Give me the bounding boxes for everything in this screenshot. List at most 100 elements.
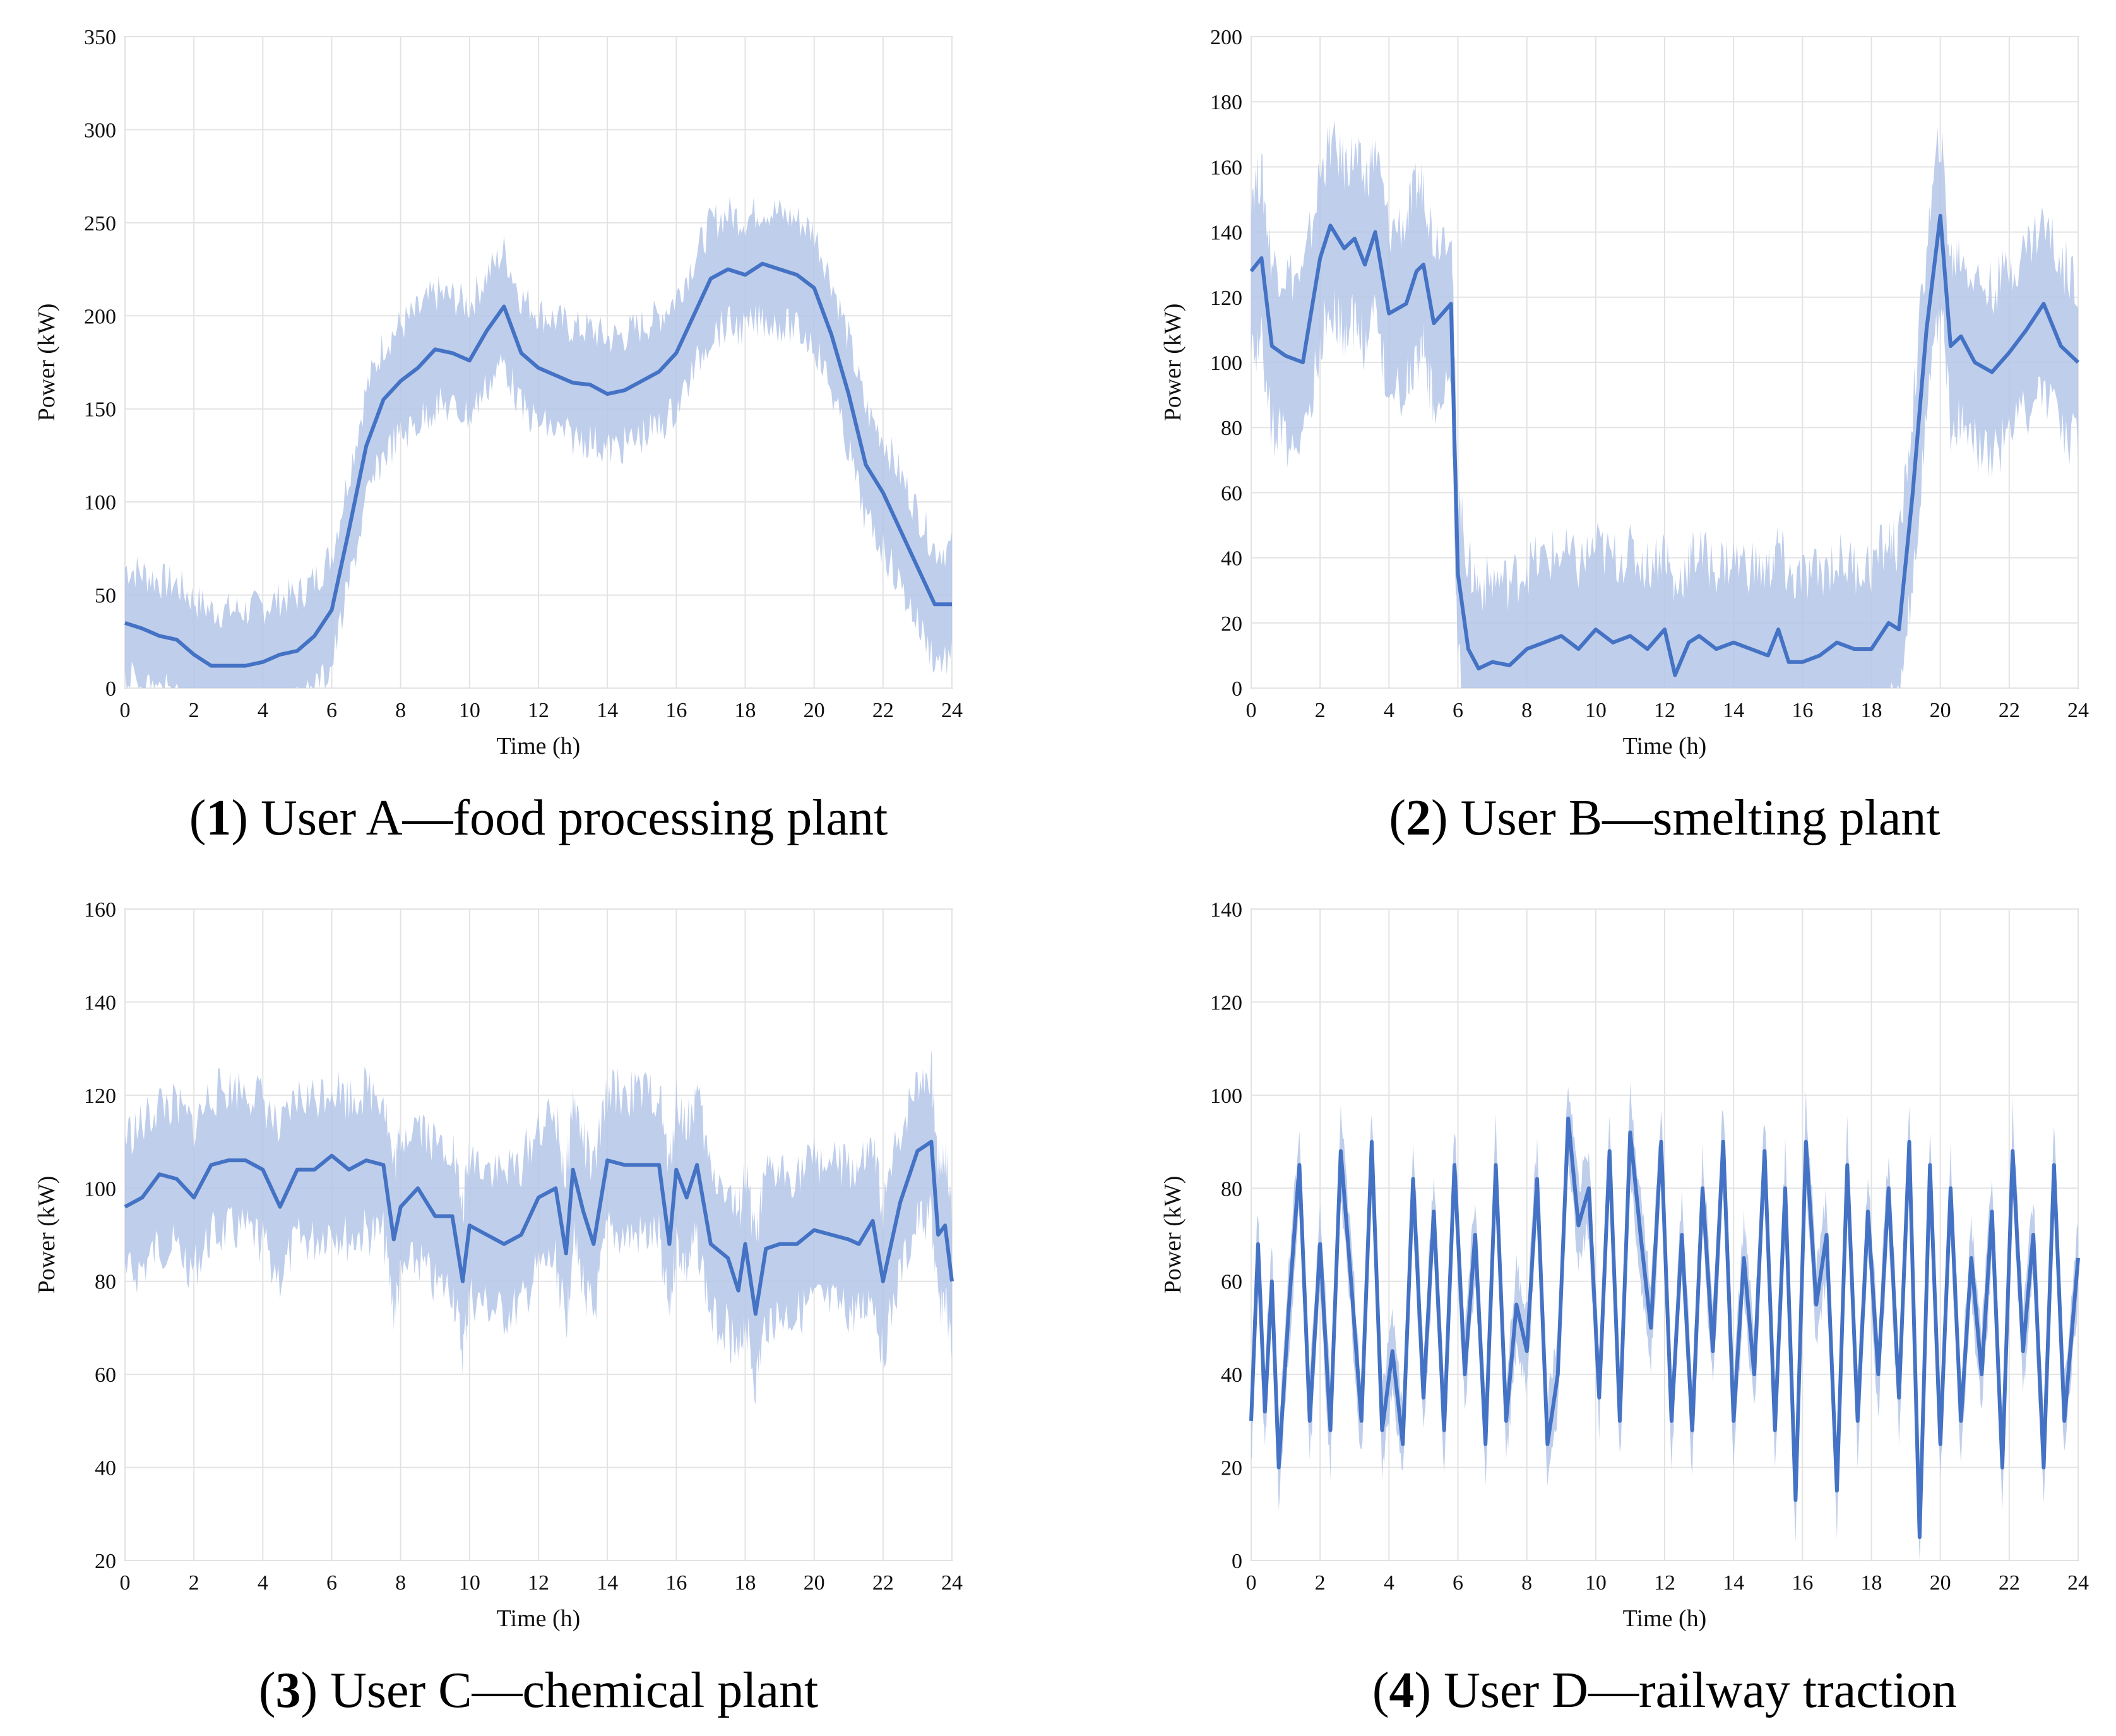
y-tick-label: 350 (84, 26, 116, 49)
x-tick-label: 6 (326, 1571, 337, 1595)
x-tick-label: 6 (326, 699, 337, 722)
y-tick-label: 20 (95, 1550, 116, 1573)
x-tick-label: 12 (528, 1571, 549, 1595)
x-tick-label: 0 (1246, 699, 1257, 722)
x-tick-label: 16 (1792, 699, 1813, 722)
x-tick-label: 8 (1521, 699, 1532, 722)
y-tick-label: 180 (1210, 91, 1242, 114)
x-tick-label: 10 (459, 699, 480, 722)
chart-panel-user-c: 0 2 4 6 8 10 12 14 16 18 20 22 24 204060801001201401… (33, 898, 963, 1718)
panel-caption: (4) User D—railway traction (1372, 1663, 1957, 1718)
mean-line (124, 1139, 954, 1316)
y-tick-label: 40 (95, 1457, 116, 1480)
x-tick-label: 8 (1521, 1571, 1532, 1595)
x-tick-label: 22 (1999, 699, 2020, 722)
x-tick-label: 2 (189, 699, 199, 722)
mean-line (124, 261, 952, 668)
x-tick-label: 4 (1384, 699, 1394, 722)
y-tick-label: 140 (1210, 898, 1242, 922)
variation-band (125, 1049, 952, 1405)
x-tick-label: 6 (1453, 699, 1463, 722)
y-tick-label: 160 (1210, 156, 1242, 179)
x-tick-label: 16 (665, 699, 687, 722)
x-tick-label: 16 (1792, 1571, 1813, 1595)
y-tick-label: 50 (95, 585, 116, 608)
x-tick-label: 0 (120, 699, 131, 722)
x-tick-label: 0 (120, 1571, 131, 1595)
x-tick-label: 18 (735, 1571, 756, 1595)
x-tick-label: 2 (1315, 1571, 1326, 1595)
y-tick-label: 200 (1210, 26, 1242, 49)
x-tick-label: 22 (872, 1571, 894, 1595)
x-tick-label: 14 (597, 699, 618, 722)
y-tick-label: 0 (1232, 1550, 1242, 1573)
y-tick-label: 60 (95, 1364, 116, 1387)
x-tick-label: 4 (258, 699, 268, 722)
y-tick-label: 250 (84, 212, 116, 235)
y-tick-label: 100 (1210, 1085, 1242, 1108)
x-tick-label: 4 (1384, 1571, 1394, 1595)
y-tick-label: 140 (84, 991, 116, 1014)
x-tick-label: 14 (1723, 699, 1744, 722)
variation-band (125, 196, 952, 688)
x-tick-label: 16 (665, 1571, 687, 1595)
y-tick-label: 150 (84, 398, 116, 422)
x-tick-label: 12 (528, 699, 549, 722)
x-tick-label: 8 (395, 699, 406, 722)
y-tick-label: 120 (1210, 991, 1242, 1014)
y-axis-label: Power (kW) (33, 304, 60, 422)
caption-number: 4 (1389, 1663, 1414, 1718)
x-axis-label: Time (h) (497, 1605, 581, 1632)
x-tick-label: 20 (1930, 1571, 1951, 1595)
x-tick-label: 10 (1585, 1571, 1607, 1595)
x-tick-label: 20 (804, 1571, 825, 1595)
x-tick-label: 22 (1999, 1571, 2020, 1595)
x-axis-label: Time (h) (1623, 733, 1707, 759)
y-tick-label: 100 (84, 1177, 116, 1201)
x-tick-label: 18 (735, 699, 756, 722)
y-tick-label: 40 (1221, 547, 1242, 571)
x-tick-label: 14 (1723, 1571, 1744, 1595)
caption-text: User C—chemical plant (330, 1663, 818, 1718)
chart-panel-user-d: 0 2 4 6 8 10 12 14 16 18 20 22 24 020406080100120140… (1160, 898, 2089, 1718)
x-tick-label: 20 (1930, 699, 1951, 722)
y-tick-label: 80 (1221, 1177, 1242, 1201)
x-tick-label: 18 (1861, 1571, 1882, 1595)
x-tick-label: 0 (1246, 1571, 1257, 1595)
x-tick-label: 14 (597, 1571, 618, 1595)
y-axis-label: Power (kW) (33, 1176, 60, 1294)
x-axis-label: Time (h) (497, 733, 581, 759)
y-tick-label: 60 (1221, 482, 1242, 505)
y-tick-label: 140 (1210, 222, 1242, 245)
y-tick-label: 200 (84, 305, 116, 328)
y-tick-label: 100 (1210, 352, 1242, 375)
y-tick-label: 20 (1221, 612, 1242, 636)
x-tick-label: 24 (2067, 1571, 2089, 1595)
x-tick-label: 24 (2067, 699, 2089, 722)
mean-line (1249, 213, 2080, 677)
y-tick-label: 0 (1232, 677, 1242, 701)
x-tick-label: 24 (941, 699, 963, 722)
x-tick-label: 4 (258, 1571, 268, 1595)
caption-number: 2 (1406, 790, 1431, 846)
panel-caption: (3) User C—chemical plant (259, 1663, 818, 1718)
x-tick-label: 20 (804, 699, 825, 722)
y-tick-label: 80 (1221, 417, 1242, 440)
x-tick-label: 6 (1453, 1571, 1463, 1595)
x-tick-label: 2 (189, 1571, 199, 1595)
y-axis-label: Power (kW) (1160, 1176, 1186, 1294)
caption-number: 3 (275, 1663, 300, 1718)
y-tick-label: 100 (84, 491, 116, 514)
x-tick-label: 12 (1654, 1571, 1675, 1595)
x-tick-label: 18 (1861, 699, 1882, 722)
x-tick-label: 8 (395, 1571, 406, 1595)
y-tick-label: 160 (84, 898, 116, 922)
x-tick-label: 10 (1585, 699, 1607, 722)
panel-caption: (2) User B—smelting plant (1389, 790, 1940, 846)
y-tick-label: 60 (1221, 1271, 1242, 1294)
chart-panel-user-a: 0 2 4 6 8 10 12 14 16 18 20 22 24 050100150200250300… (33, 26, 963, 846)
panel-caption: (1) User A—food processing plant (189, 790, 888, 846)
mean-line (1249, 1116, 2080, 1540)
y-tick-label: 0 (105, 677, 116, 701)
